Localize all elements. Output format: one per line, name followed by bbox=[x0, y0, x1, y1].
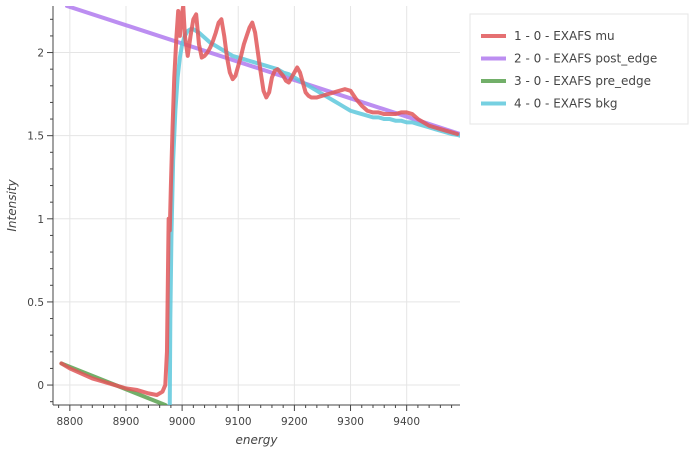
legend-entry-2: 2 - 0 - EXAFS post_edge bbox=[514, 52, 657, 66]
legend: 1 - 0 - EXAFS mu 2 - 0 - EXAFS post_edge 3… bbox=[469, 13, 689, 125]
y-tick-label: 1.5 bbox=[27, 131, 44, 143]
x-tick-label: 8800 bbox=[56, 416, 83, 428]
series-line-1 bbox=[59, 6, 460, 398]
axes bbox=[52, 6, 460, 406]
y-axis-label: Intensity bbox=[5, 178, 19, 231]
legend-entry-4: 4 - 0 - EXAFS bkg bbox=[514, 97, 618, 111]
x-axis-label: energy bbox=[235, 433, 278, 447]
legend-entry-1: 1 - 0 - EXAFS mu bbox=[514, 29, 615, 43]
y-tick-label: 0.5 bbox=[27, 297, 44, 309]
legend-box bbox=[469, 13, 689, 125]
x-tick-label: 9400 bbox=[393, 416, 420, 428]
x-tick-label: 9200 bbox=[281, 416, 308, 428]
ticks: 8800 8900 9000 9100 9200 9300 9400 0 0.5 1 1.5 2 bbox=[27, 18, 453, 428]
x-tick-label: 8900 bbox=[113, 416, 140, 428]
x-tick-label: 9000 bbox=[169, 416, 196, 428]
y-tick-label: 2 bbox=[37, 48, 44, 60]
series bbox=[59, 6, 460, 405]
x-tick-label: 9100 bbox=[225, 416, 252, 428]
y-tick-label: 1 bbox=[37, 214, 44, 226]
y-tick-label: 0 bbox=[37, 380, 44, 392]
x-tick-label: 9300 bbox=[337, 416, 364, 428]
legend-entry-3: 3 - 0 - EXAFS pre_edge bbox=[514, 74, 651, 88]
grid bbox=[53, 6, 460, 405]
